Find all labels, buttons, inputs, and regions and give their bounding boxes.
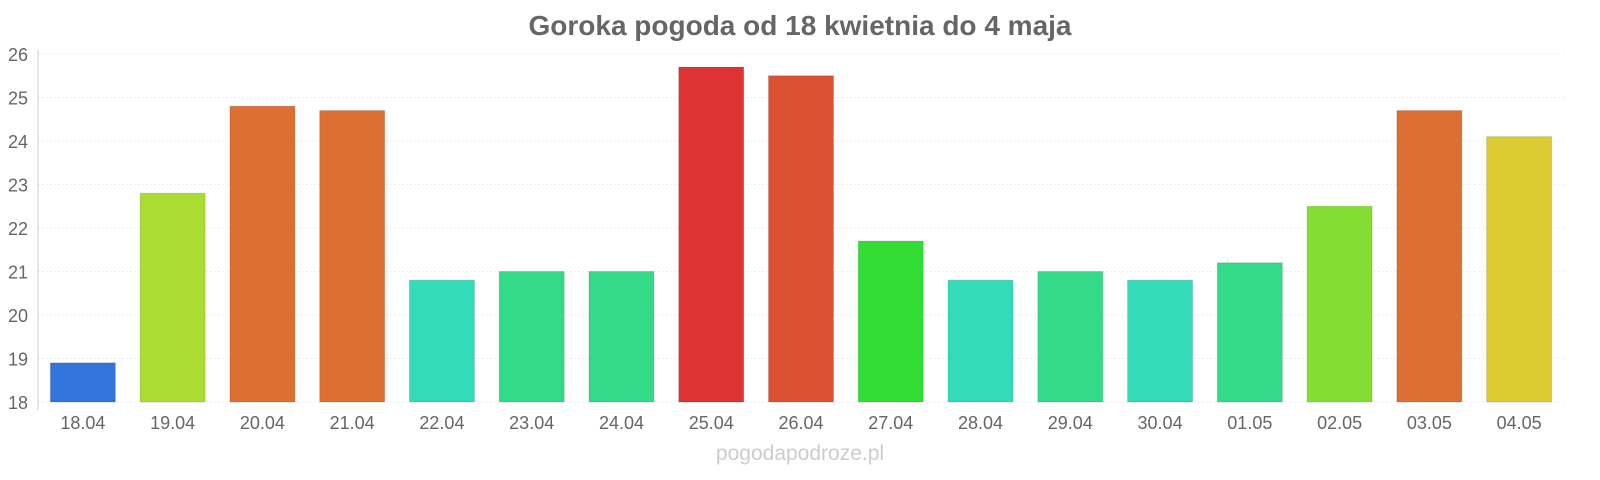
x-tick-label: 30.04 — [1138, 413, 1183, 433]
bar-24.04 — [588, 271, 655, 403]
y-tick-label: 23 — [8, 176, 28, 196]
bar-01.05 — [1216, 262, 1283, 403]
bar-03.05 — [1396, 110, 1463, 403]
source-watermark: pogodapodroze.pl — [715, 442, 885, 465]
y-tick-label: 21 — [8, 263, 28, 283]
bar-22.04 — [408, 279, 475, 403]
x-tick-label: 02.05 — [1317, 413, 1362, 433]
bar-23.04 — [498, 271, 565, 403]
x-tick-label: 18.04 — [60, 413, 105, 433]
x-tick-label: 04.05 — [1497, 413, 1542, 433]
x-tick-label: 26.04 — [778, 413, 823, 433]
y-tick-label: 22 — [8, 219, 28, 239]
bar-19.04 — [139, 192, 206, 403]
bar-27.04 — [857, 240, 924, 403]
bar-28.04 — [947, 279, 1014, 403]
bar-21.04 — [319, 110, 386, 403]
y-tick-label: 26 — [8, 45, 28, 65]
bar-18.04 — [49, 362, 116, 403]
bar-25.04 — [678, 66, 745, 403]
x-tick-label: 03.05 — [1407, 413, 1452, 433]
x-tick-label: 19.04 — [150, 413, 195, 433]
y-tick-label: 24 — [8, 132, 28, 152]
x-tick-label: 25.04 — [689, 413, 734, 433]
y-tick-label: 19 — [8, 350, 28, 370]
x-tick-label: 29.04 — [1048, 413, 1093, 433]
x-tick-label: 21.04 — [330, 413, 375, 433]
x-tick-label: 20.04 — [240, 413, 285, 433]
x-tick-label: 24.04 — [599, 413, 644, 433]
x-tick-label: 01.05 — [1227, 413, 1272, 433]
bar-30.04 — [1127, 279, 1194, 403]
x-tick-label: 22.04 — [419, 413, 464, 433]
x-tick-label: 27.04 — [868, 413, 913, 433]
bar-02.05 — [1306, 205, 1373, 403]
bar-29.04 — [1037, 271, 1104, 403]
y-tick-label: 20 — [8, 306, 28, 326]
x-tick-label: 28.04 — [958, 413, 1003, 433]
chart-title: Goroka pogoda od 18 kwietnia do 4 maja — [528, 10, 1072, 41]
x-tick-label: 23.04 — [509, 413, 554, 433]
y-tick-label: 25 — [8, 89, 28, 109]
bar-26.04 — [768, 75, 834, 403]
y-tick-label: 18 — [8, 393, 28, 413]
bar-20.04 — [229, 105, 296, 403]
bar-04.05 — [1486, 136, 1553, 403]
